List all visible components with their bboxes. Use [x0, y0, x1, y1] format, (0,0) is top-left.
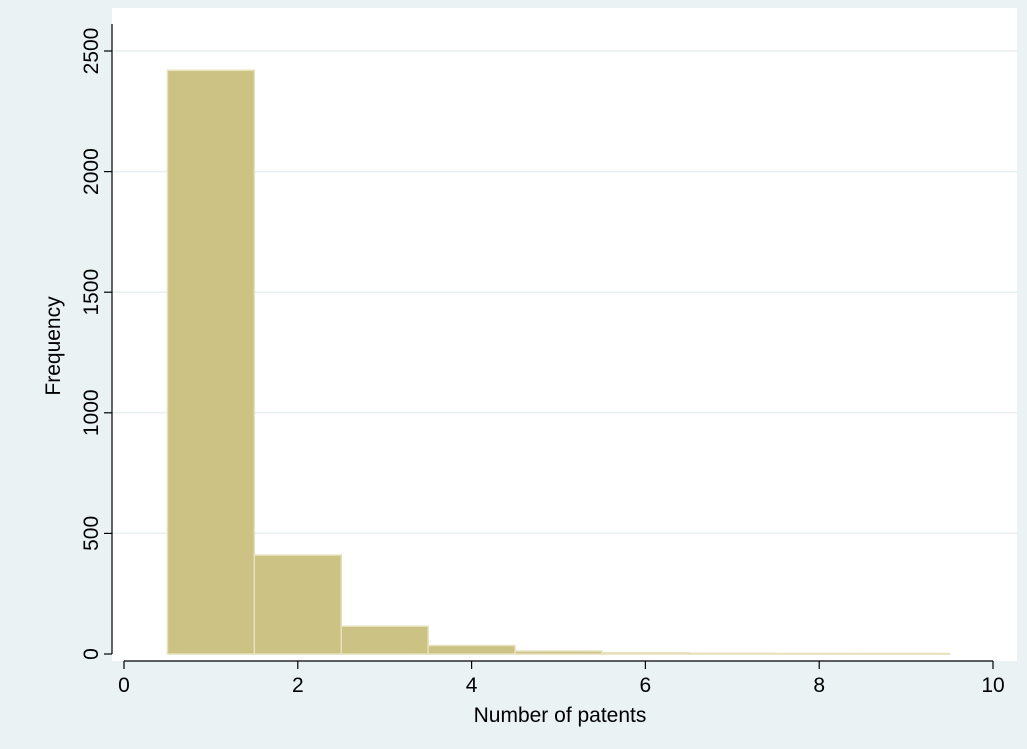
histogram-bar	[601, 652, 690, 655]
histogram-bar	[166, 69, 256, 655]
histogram-bar	[775, 652, 864, 655]
y-tick-label: 1500	[80, 269, 103, 316]
gridlines	[112, 50, 1017, 535]
y-axis-label: Frequency	[42, 296, 65, 396]
x-axis-label: Number of patents	[474, 704, 647, 727]
histogram-bar	[514, 650, 603, 655]
y-ticks: 0 500 1000 1500 2000 2500	[80, 28, 112, 660]
histogram-bar	[427, 644, 516, 655]
y-tick-label: 2000	[80, 148, 103, 195]
y-tick-label: 0	[80, 648, 103, 660]
histogram-bar	[253, 554, 343, 655]
x-tick-label: 2	[292, 674, 304, 697]
y-tick-label: 500	[80, 516, 103, 551]
x-tick-label: 0	[118, 674, 130, 697]
histogram-bar	[688, 652, 777, 655]
y-tick-label: 2500	[80, 28, 103, 75]
x-ticks: 0 2 4 6 8 10	[118, 661, 1005, 697]
histogram-bar	[861, 652, 951, 655]
bars	[166, 69, 951, 655]
histogram-bar	[340, 625, 429, 655]
plot-area	[112, 8, 1017, 661]
x-tick-label: 4	[466, 674, 478, 697]
x-tick-label: 8	[813, 674, 825, 697]
x-tick-label: 10	[981, 674, 1004, 697]
y-tick-label: 1000	[80, 389, 103, 436]
x-tick-label: 6	[640, 674, 652, 697]
